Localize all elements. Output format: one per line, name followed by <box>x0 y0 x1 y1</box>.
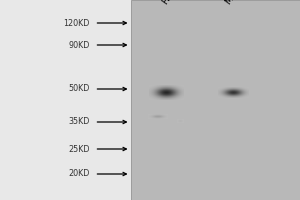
Text: 25KD: 25KD <box>68 144 90 154</box>
Text: 120KD: 120KD <box>64 19 90 27</box>
Bar <box>130 0 300 200</box>
Text: MCF-7: MCF-7 <box>224 0 247 6</box>
Text: Hela: Hela <box>160 0 180 6</box>
Text: 90KD: 90KD <box>69 40 90 49</box>
Text: 35KD: 35KD <box>69 117 90 127</box>
Text: 50KD: 50KD <box>69 84 90 93</box>
Text: 20KD: 20KD <box>69 170 90 178</box>
